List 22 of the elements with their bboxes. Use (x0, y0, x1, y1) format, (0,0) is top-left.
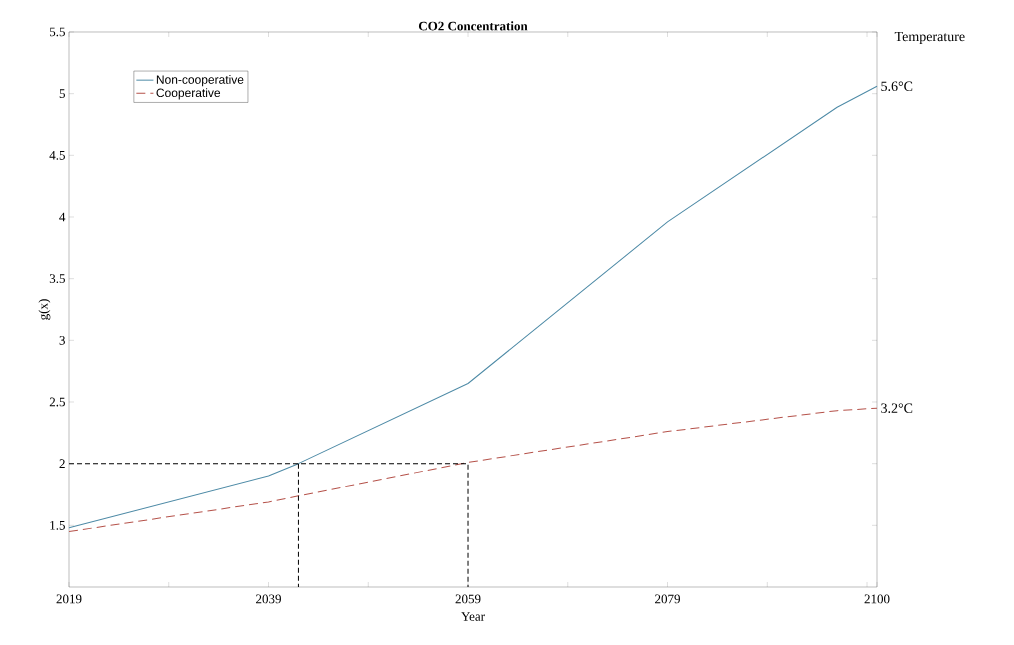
y-tick-label: 3 (59, 335, 65, 345)
annotation: 3.2°C (881, 403, 913, 413)
y-axis-title: g(x) (38, 299, 51, 320)
x-axis-title: Year (461, 612, 485, 621)
y-tick-label: 3.5 (49, 274, 65, 284)
y-tick-label: 5.5 (49, 27, 65, 37)
y-tick-label: 2 (59, 459, 65, 468)
legend-label: Cooperative (156, 88, 221, 100)
x-tick-label: 2039 (256, 594, 281, 604)
x-tick-label: 2019 (56, 594, 82, 604)
text: Temperature (894, 31, 965, 45)
y-tick-label: 1.5 (50, 520, 65, 530)
y-tick-label: 4 (59, 212, 66, 222)
x-tick-label: 2079 (655, 594, 680, 604)
y-tick-label: 5 (59, 89, 65, 98)
chart-title: CO2 Concentration (418, 21, 528, 31)
annotation: 5.6°C (881, 81, 913, 92)
x-tick-label: 2100 (864, 594, 890, 604)
y-tick-label: 4.5 (49, 150, 65, 160)
y-tick-label: 2.5 (49, 397, 65, 407)
x-tick-label: 2059 (455, 594, 481, 604)
legend-label: Non-cooperative (156, 75, 244, 87)
